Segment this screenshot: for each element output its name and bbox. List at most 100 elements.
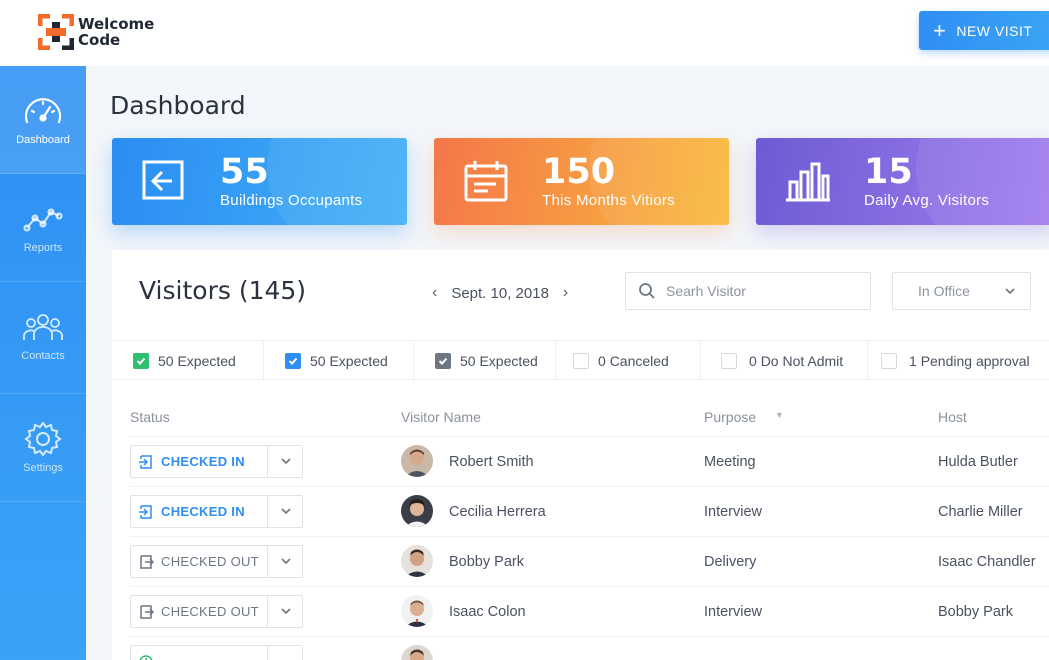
- chevron-down-icon[interactable]: [280, 504, 292, 518]
- stat-card-monthly-visitors[interactable]: 150 This Months Vitiors: [434, 138, 729, 225]
- status-dropdown[interactable]: CHECKED OUT: [130, 595, 303, 628]
- column-header-status[interactable]: Status: [130, 409, 170, 425]
- new-visit-label: NEW VISIT: [956, 22, 1033, 39]
- stat-caption: Buildings Occupants: [220, 192, 363, 209]
- search-icon: [639, 283, 655, 299]
- avatar: [401, 445, 433, 477]
- sidebar-item-settings[interactable]: Settings: [0, 394, 86, 502]
- divider: [267, 446, 268, 477]
- stat-card-daily-avg[interactable]: 15 Daily Avg. Visitors: [756, 138, 1049, 225]
- filter-count: 0: [749, 353, 757, 369]
- stat-caption: Daily Avg. Visitors: [864, 192, 990, 209]
- stat-value: 150: [542, 152, 616, 192]
- date-navigator: ‹ Sept. 10, 2018 ›: [432, 284, 568, 302]
- sidebar-item-label: Settings: [23, 462, 63, 474]
- visit-host: Hulda Butler: [938, 454, 1018, 470]
- avatar: [401, 595, 433, 627]
- status-filters: 50 Expected 50 Expected 50 Expected 0 Ca…: [112, 340, 1049, 381]
- checkbox-checked-icon: [133, 353, 149, 369]
- status-dropdown[interactable]: CHECKED IN: [130, 445, 303, 478]
- plus-icon: +: [933, 17, 947, 43]
- table-row[interactable]: CHECKED OUT Isaac Colon Interview Bobby …: [130, 586, 1049, 636]
- status-label: CHECKED IN: [161, 454, 245, 469]
- gauge-icon: [24, 98, 62, 124]
- chevron-down-icon: [1005, 288, 1015, 295]
- visit-purpose: Meeting: [704, 454, 756, 470]
- chevron-right-icon[interactable]: ›: [562, 284, 569, 301]
- sidebar-item-label: Dashboard: [16, 134, 70, 146]
- search-input[interactable]: [666, 283, 846, 299]
- filter-expected-green[interactable]: 50 Expected: [112, 341, 264, 381]
- visitor-name: Cecilia Herrera: [449, 504, 546, 520]
- visitors-panel: Visitors (145) ‹ Sept. 10, 2018 › In Off…: [112, 250, 1049, 660]
- avatar: [401, 545, 433, 577]
- stat-card-occupants[interactable]: 55 Buildings Occupants: [112, 138, 407, 225]
- filter-count: 50: [310, 353, 326, 369]
- filter-label: Canceled: [609, 353, 669, 369]
- filter-do-not-admit[interactable]: 0 Do Not Admit: [701, 341, 868, 381]
- chevron-down-icon[interactable]: [280, 454, 292, 468]
- status-label: CHECKED OUT: [161, 604, 259, 619]
- status-label: CHECKED IN: [161, 504, 245, 519]
- status-label: CHECKED OUT: [161, 554, 259, 569]
- filter-label: Do Not Admit: [760, 353, 844, 369]
- logo-icon: [38, 14, 74, 50]
- column-header-name[interactable]: Visitor Name: [401, 409, 481, 425]
- filter-label: Expected: [479, 353, 538, 369]
- visit-host: Charlie Miller: [938, 504, 1023, 520]
- column-header-purpose[interactable]: Purpose: [704, 409, 757, 425]
- filter-pending-approval[interactable]: 1 Pending approval: [868, 341, 1049, 381]
- visit-host: Bobby Park: [938, 604, 1013, 620]
- chevron-down-icon[interactable]: [280, 554, 292, 568]
- table-row[interactable]: CHECKED OUT Bobby Park Delivery Isaac Ch…: [130, 536, 1049, 586]
- calendar-icon: [464, 161, 508, 202]
- search-visitor[interactable]: [625, 272, 871, 310]
- sort-caret-icon[interactable]: ▼: [775, 410, 784, 420]
- sidebar-item-dashboard[interactable]: Dashboard: [0, 66, 86, 174]
- location-select[interactable]: In Office: [892, 272, 1031, 310]
- card-decoration: [916, 138, 1049, 225]
- chevron-down-icon[interactable]: [280, 604, 292, 618]
- brand-line-2: Code: [78, 31, 121, 49]
- filter-expected-gray[interactable]: 50 Expected: [414, 341, 556, 381]
- filter-count: 0: [598, 353, 606, 369]
- current-date: Sept. 10, 2018: [451, 284, 549, 302]
- filter-canceled[interactable]: 0 Canceled: [556, 341, 701, 381]
- divider: [267, 596, 268, 627]
- brand-line-1: Welcome: [78, 15, 155, 33]
- visitor-name: Bobby Park: [449, 554, 524, 570]
- sidebar: Dashboard Reports Contacts Settings: [0, 66, 86, 660]
- stat-value: 15: [864, 152, 913, 192]
- table-row[interactable]: CHECKED IN Cecilia Herrera Interview Cha…: [130, 486, 1049, 536]
- status-dropdown[interactable]: CHECKED IN: [130, 495, 303, 528]
- table-row[interactable]: CHECKED IN Robert Smith Meeting Hulda Bu…: [130, 436, 1049, 486]
- filter-label: Expected: [177, 353, 236, 369]
- visitor-name: Robert Smith: [449, 454, 534, 470]
- check-out-icon: [140, 554, 154, 569]
- status-dropdown[interactable]: [130, 645, 303, 660]
- filter-expected-blue[interactable]: 50 Expected: [264, 341, 414, 381]
- sidebar-item-contacts[interactable]: Contacts: [0, 282, 86, 394]
- sidebar-item-label: Contacts: [21, 350, 65, 362]
- filter-count: 1: [909, 353, 917, 369]
- chevron-left-icon[interactable]: ‹: [432, 284, 438, 301]
- filter-label: Expected: [329, 353, 388, 369]
- new-visit-button[interactable]: + NEW VISIT: [919, 11, 1049, 50]
- status-dropdown[interactable]: CHECKED OUT: [130, 545, 303, 578]
- location-select-value: In Office: [918, 283, 970, 299]
- table-row-partial[interactable]: [130, 636, 1049, 660]
- bar-chart-icon: [786, 162, 830, 202]
- sidebar-item-reports[interactable]: Reports: [0, 174, 86, 282]
- avatar: [401, 645, 433, 660]
- checkbox-checked-icon: [435, 353, 451, 369]
- column-header-host[interactable]: Host: [938, 409, 967, 425]
- visit-purpose: Delivery: [704, 554, 757, 570]
- check-out-icon: [140, 604, 154, 619]
- filter-count: 50: [460, 353, 476, 369]
- enter-icon: [142, 160, 184, 200]
- visit-purpose: Interview: [704, 604, 763, 620]
- checkbox-checked-icon: [285, 353, 301, 369]
- visit-purpose: Interview: [704, 504, 763, 520]
- divider: [267, 546, 268, 577]
- table-header: Status Visitor Name Purpose ▼ Host: [112, 405, 1049, 435]
